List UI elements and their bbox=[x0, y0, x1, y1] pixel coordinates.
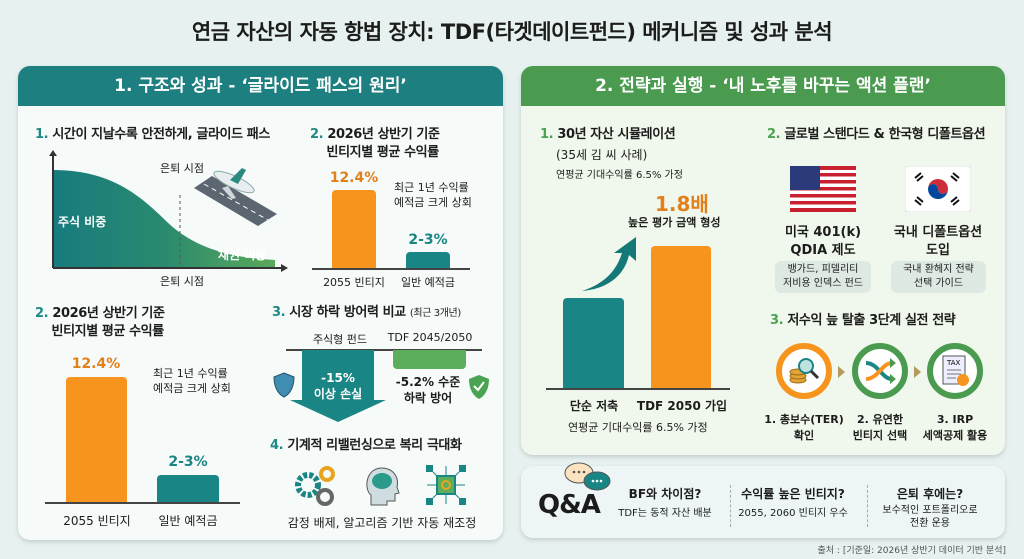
shuffle-arrows-icon bbox=[852, 343, 908, 399]
kr-program-pill: 국내 환헤지 전략 선택 가이드 bbox=[891, 261, 986, 293]
simulation-footnote: 연평균 기대수익률 6.5% 가정 bbox=[568, 421, 708, 434]
bond-label: 채권 비중 bbox=[218, 248, 267, 262]
bar-2055-vintage bbox=[332, 190, 376, 268]
bar-value: 12.4% bbox=[329, 170, 379, 186]
defense-col-equity: 주식형 펀드 bbox=[312, 333, 368, 346]
check-shield-icon bbox=[469, 375, 489, 399]
qa-item: 은퇴 후에는? 보수적인 포트폴리오로 전환 운용 bbox=[882, 487, 978, 529]
returns-note: 최근 1년 수익률 예적금 크게 상회 bbox=[394, 181, 472, 209]
equity-loss-arrow bbox=[290, 350, 386, 422]
simulation-assume: 연평균 기대수익률 6.5% 가정 bbox=[556, 170, 683, 181]
retire-label-bottom: 은퇴 시점 bbox=[160, 275, 204, 288]
simulation-heading: 1. 30년 자산 시뮬레이션 bbox=[540, 127, 676, 142]
shield-icon bbox=[273, 372, 295, 398]
zero-line bbox=[286, 349, 482, 351]
divider bbox=[867, 485, 868, 527]
ai-chip-icon bbox=[426, 465, 466, 505]
retire-label-top: 은퇴 시점 bbox=[160, 162, 204, 175]
step-chevron bbox=[838, 366, 845, 378]
source-note: 출처 : [기준일: 2026년 상반기 데이터 기반 분석] bbox=[817, 546, 1007, 556]
equity-loss-text: -15% 이상 손실 bbox=[313, 371, 363, 401]
bar-value: 12.4% bbox=[71, 356, 121, 372]
bar-label: 일반 예적금 bbox=[400, 276, 456, 289]
multiple-note: 높은 평가 금액 형성 bbox=[628, 216, 721, 229]
bar-label: TDF 2050 가입 bbox=[636, 399, 728, 413]
step-label: 2. 유연한 빈티지 선택 bbox=[852, 413, 908, 442]
airplane-runway-icon bbox=[194, 168, 277, 226]
kr-program-label: 국내 디폴트옵션 도입 bbox=[893, 225, 983, 258]
bar-label: 2055 빈티지 bbox=[63, 514, 131, 528]
brain-head-icon bbox=[366, 467, 400, 506]
bar-2055-vintage bbox=[66, 377, 127, 502]
step-label: 1. 총보수(TER) 확인 bbox=[764, 413, 844, 442]
bar-deposit bbox=[406, 252, 450, 268]
page-title: 연금 자산의 자동 항법 장치: TDF(타겟데이트펀드) 메커니즘 및 성과 … bbox=[191, 20, 833, 44]
chat-bubbles-icon bbox=[564, 462, 611, 491]
steps-heading: 3. 저수익 늪 탈출 3단계 실전 전략 bbox=[770, 313, 956, 328]
structure-panel-header: 1. 구조와 성과 - ‘글라이드 패스의 원리’ bbox=[18, 66, 503, 106]
qa-item: 수익률 높은 빈티지? 2055, 2060 빈티지 우수 bbox=[738, 487, 848, 519]
qa-item: BF와 차이점? TDF는 동적 자산 배분 bbox=[618, 487, 712, 519]
glide-path-chart bbox=[49, 150, 288, 272]
multiple-value: 1.8배 bbox=[655, 192, 709, 216]
returns-note: 최근 1년 수익률 예적금 크게 상회 bbox=[153, 367, 231, 395]
returns-small-heading: 2. 2026년 상반기 기준 빈티지별 평균 수익률 bbox=[310, 127, 440, 160]
bar-value: 2-3% bbox=[168, 454, 208, 470]
gears-icon bbox=[295, 466, 335, 506]
glide-heading: 1. 시간이 지날수록 안전하게, 글라이드 패스 bbox=[35, 127, 270, 142]
rebalance-caption: 감정 배제, 알고리즘 기반 자동 재조정 bbox=[287, 516, 477, 530]
defense-col-tdf: TDF 2045/2050 bbox=[387, 331, 473, 344]
korea-flag-icon bbox=[905, 166, 971, 212]
bar-deposit bbox=[157, 475, 219, 502]
simulation-sub: (35세 김 씨 사례) bbox=[556, 148, 648, 162]
divider bbox=[730, 485, 731, 527]
growth-arrow-icon bbox=[582, 237, 636, 291]
us-program-pill: 뱅가드, 피델리티 저비용 인덱스 펀드 bbox=[775, 261, 871, 293]
us-flag-icon bbox=[790, 166, 856, 212]
step-label: 3. IRP 세액공제 활용 bbox=[922, 413, 988, 442]
defense-heading: 3. 시장 하락 방어력 비교 (최근 3개년) bbox=[272, 305, 461, 320]
svg-text:TAX: TAX bbox=[946, 359, 961, 367]
bar-label: 2055 빈티지 bbox=[323, 276, 385, 289]
global-heading: 2. 글로벌 스탠다드 & 한국형 디폴트옵션 bbox=[767, 127, 986, 142]
step-chevron bbox=[914, 366, 921, 378]
qa-label: Q&A bbox=[538, 490, 601, 520]
baseline bbox=[546, 388, 730, 390]
tdf-loss-bar bbox=[393, 350, 466, 369]
bar-simple-saving bbox=[563, 298, 624, 388]
returns-heading: 2. 2026년 상반기 기준 빈티지별 평균 수익률 bbox=[35, 306, 165, 339]
coins-magnifier-icon bbox=[776, 343, 832, 399]
us-program-label: 미국 401(k) QDIA 제도 bbox=[784, 225, 862, 258]
bar-tdf-2050 bbox=[651, 246, 711, 388]
strategy-panel: 2. 전략과 실행 - ‘내 노후를 바꾸는 액션 플랜’ bbox=[521, 66, 1005, 455]
rebalance-heading: 4. 기계적 리밸런싱으로 복리 극대화 bbox=[270, 438, 462, 453]
tdf-defense-text: -5.2% 수준 하락 방어 bbox=[395, 375, 461, 405]
tax-document-icon: TAX bbox=[927, 343, 983, 399]
equity-area bbox=[53, 170, 275, 268]
bar-label: 단순 저축 bbox=[569, 399, 619, 413]
bar-label: 일반 예적금 bbox=[158, 514, 218, 528]
baseline bbox=[312, 268, 470, 270]
baseline bbox=[45, 502, 240, 504]
strategy-panel-header: 2. 전략과 실행 - ‘내 노후를 바꾸는 액션 플랜’ bbox=[521, 66, 1005, 106]
equity-label: 주식 비중 bbox=[58, 215, 107, 229]
bar-value: 2-3% bbox=[408, 232, 448, 248]
